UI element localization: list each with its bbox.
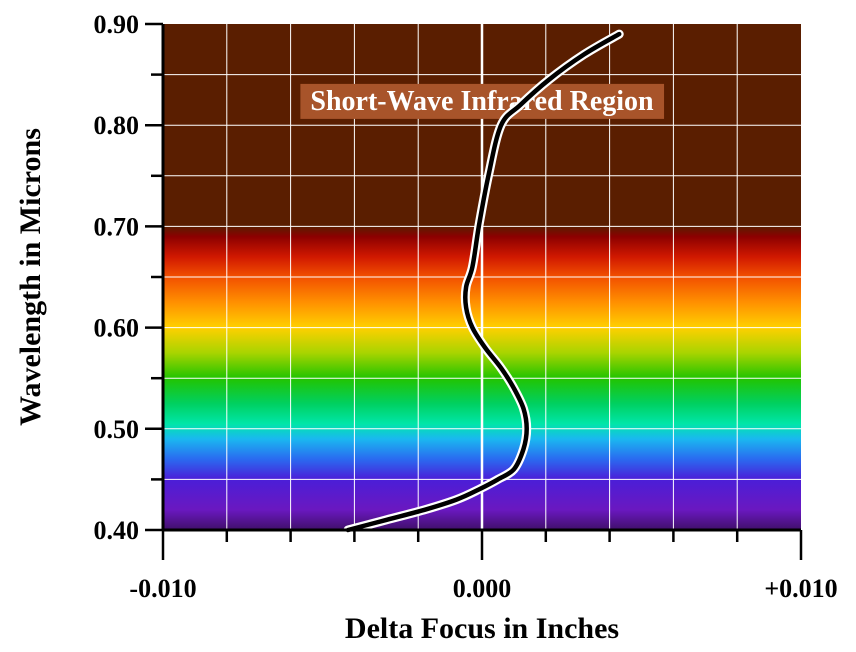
annotation-text: Short-Wave Infrared Region <box>310 86 654 117</box>
series-layer <box>343 29 624 535</box>
x-tick-label: 0.000 <box>453 574 512 603</box>
x-axis-title: Delta Focus in Inches <box>345 612 619 645</box>
tick-marks <box>145 22 803 560</box>
y-tick-label: 0.40 <box>94 516 140 545</box>
x-tick-label: +0.010 <box>764 574 837 603</box>
tick-labels: 0.40 0.50 0.60 0.70 0.80 0.90 -0.010 0.000 +0.01… <box>94 10 838 603</box>
y-tick-label: 0.70 <box>94 212 140 241</box>
series-line <box>345 31 622 533</box>
y-tick-label: 0.90 <box>94 10 140 39</box>
y-tick-label: 0.60 <box>94 314 140 343</box>
y-axis-title: Wavelength in Microns <box>14 128 47 426</box>
y-tick-label: 0.80 <box>94 111 140 140</box>
annotation-box <box>300 83 665 119</box>
y-tick-label: 0.50 <box>94 415 140 444</box>
x-tick-label: -0.010 <box>129 574 196 603</box>
annotation: Short-Wave Infrared Region <box>300 83 665 119</box>
